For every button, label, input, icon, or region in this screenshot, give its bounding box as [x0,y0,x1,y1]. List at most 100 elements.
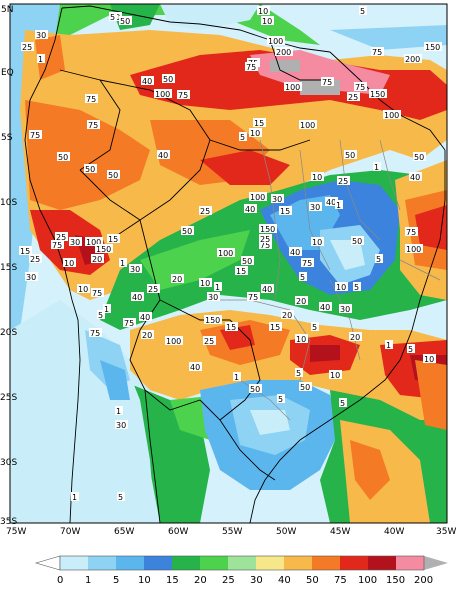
contour-label: 50 [163,75,173,84]
contour-label: 25 [260,235,270,244]
contour-label-bg [249,128,262,137]
contour-label-bg [181,226,194,235]
contour-label-bg [199,278,212,287]
legend-label: 30 [250,575,263,586]
contour-label-bg [203,336,216,345]
contour-label: 50 [352,237,362,246]
contour-label-bg [279,206,292,215]
contour-label: 40 [326,198,336,207]
contour-label: 25 [148,285,158,294]
contour-label: 75 [372,48,382,57]
legend-swatch [200,556,228,570]
contour-label: 1 [374,163,379,172]
contour-label: 25 [204,337,214,346]
contour-label-bg [107,234,120,243]
contour-label-bg [299,272,307,281]
contour-label: 100 [268,37,283,46]
contour-label-bg [115,420,128,429]
legend-label: 10 [138,575,151,586]
contour-label: 40 [140,313,150,322]
contour-label: 20 [172,275,182,284]
contour-label-bg [405,244,423,253]
contour-label: 5 [340,399,345,408]
legend-swatch-0 [34,555,61,571]
contour-label-bg [217,248,235,257]
contour-label-bg [385,340,393,349]
contour-label-bg [344,150,357,159]
contour-label: 75 [92,289,102,298]
lon-label: 75W [6,527,26,537]
legend-label: 100 [358,575,377,586]
contour-label: 75 [260,241,270,250]
contour-label-bg [289,247,302,256]
contour-label: 5 [376,255,381,264]
lat-label: 30S [0,458,17,468]
contour-label-bg [407,344,415,353]
legend-label: 40 [278,575,291,586]
contour-label: 25 [348,93,358,102]
contour-label: 10 [262,17,272,26]
contour-label: 15 [108,235,118,244]
contour-label-bg [115,406,123,415]
legend-label: 1 [85,575,91,586]
contour-label: 20 [282,311,292,320]
contour-label-bg [25,272,38,281]
contour-label: 5 [408,345,413,354]
contour-label: 30 [310,203,320,212]
contour-label-bg [301,258,314,267]
contour-label: 40 [410,173,420,182]
contour-label: 1 [234,373,239,382]
contour-label-bg [214,282,222,291]
contour-label-bg [319,302,332,311]
contour-label: 5 [118,493,123,502]
contour-label-bg [85,94,98,103]
contour-label-bg [171,274,184,283]
contour-label: 100 [250,193,265,202]
state-borders [210,139,441,421]
contour-label-bg [177,90,190,99]
legend-swatch [312,556,340,570]
contour-label-bg [325,197,338,206]
contour-label-bg [19,246,32,255]
contour-label-bg [97,310,105,319]
contour-label: 1 [38,55,43,64]
contour-label-bg [119,258,127,267]
contour-label-bg [249,192,267,201]
contour-label: 1 [72,493,77,502]
contour-label-bg [225,322,238,331]
contour-label-bg [233,372,241,381]
contour-label: 40 [290,248,300,257]
contour-label-bg [123,318,136,327]
contour-label-bg [259,240,272,249]
contour-label: 200 [405,55,420,64]
contour-label: 40 [262,285,272,294]
contour-label: 30 [130,265,140,274]
contour-label-bg [37,54,45,63]
contour-label: 50 [300,383,310,392]
contour-label: 10 [312,173,322,182]
contour-label: 10 [64,259,74,268]
contour-label: 75 [88,121,98,130]
contour-label: 75 [406,228,416,237]
contour-label: 40 [158,151,168,160]
contour-label: 15 [236,267,246,276]
contour-label-bg [147,284,160,293]
contour-label: 5 [360,7,365,16]
contour-label: 25 [338,177,348,186]
contour-label: 10 [312,238,322,247]
legend-label: 200 [414,575,433,586]
map-frame-border [9,3,448,524]
contour-label: 1 [386,341,391,350]
contour-label-bg [295,334,308,343]
contour-label: 150 [205,316,220,325]
contour-label-bg [375,254,383,263]
contour-label: 10 [424,355,434,364]
latitude-axis: 5N EQ 5S 10S 15S 20S 25S 30S 35S [0,5,17,527]
contour-label: 25 [56,233,66,242]
contour-label-bg [339,304,352,313]
contour-label-bg [249,384,262,393]
contour-label: 75 [90,329,100,338]
contour-label-bg [91,254,104,263]
contour-label-bg [413,152,426,161]
